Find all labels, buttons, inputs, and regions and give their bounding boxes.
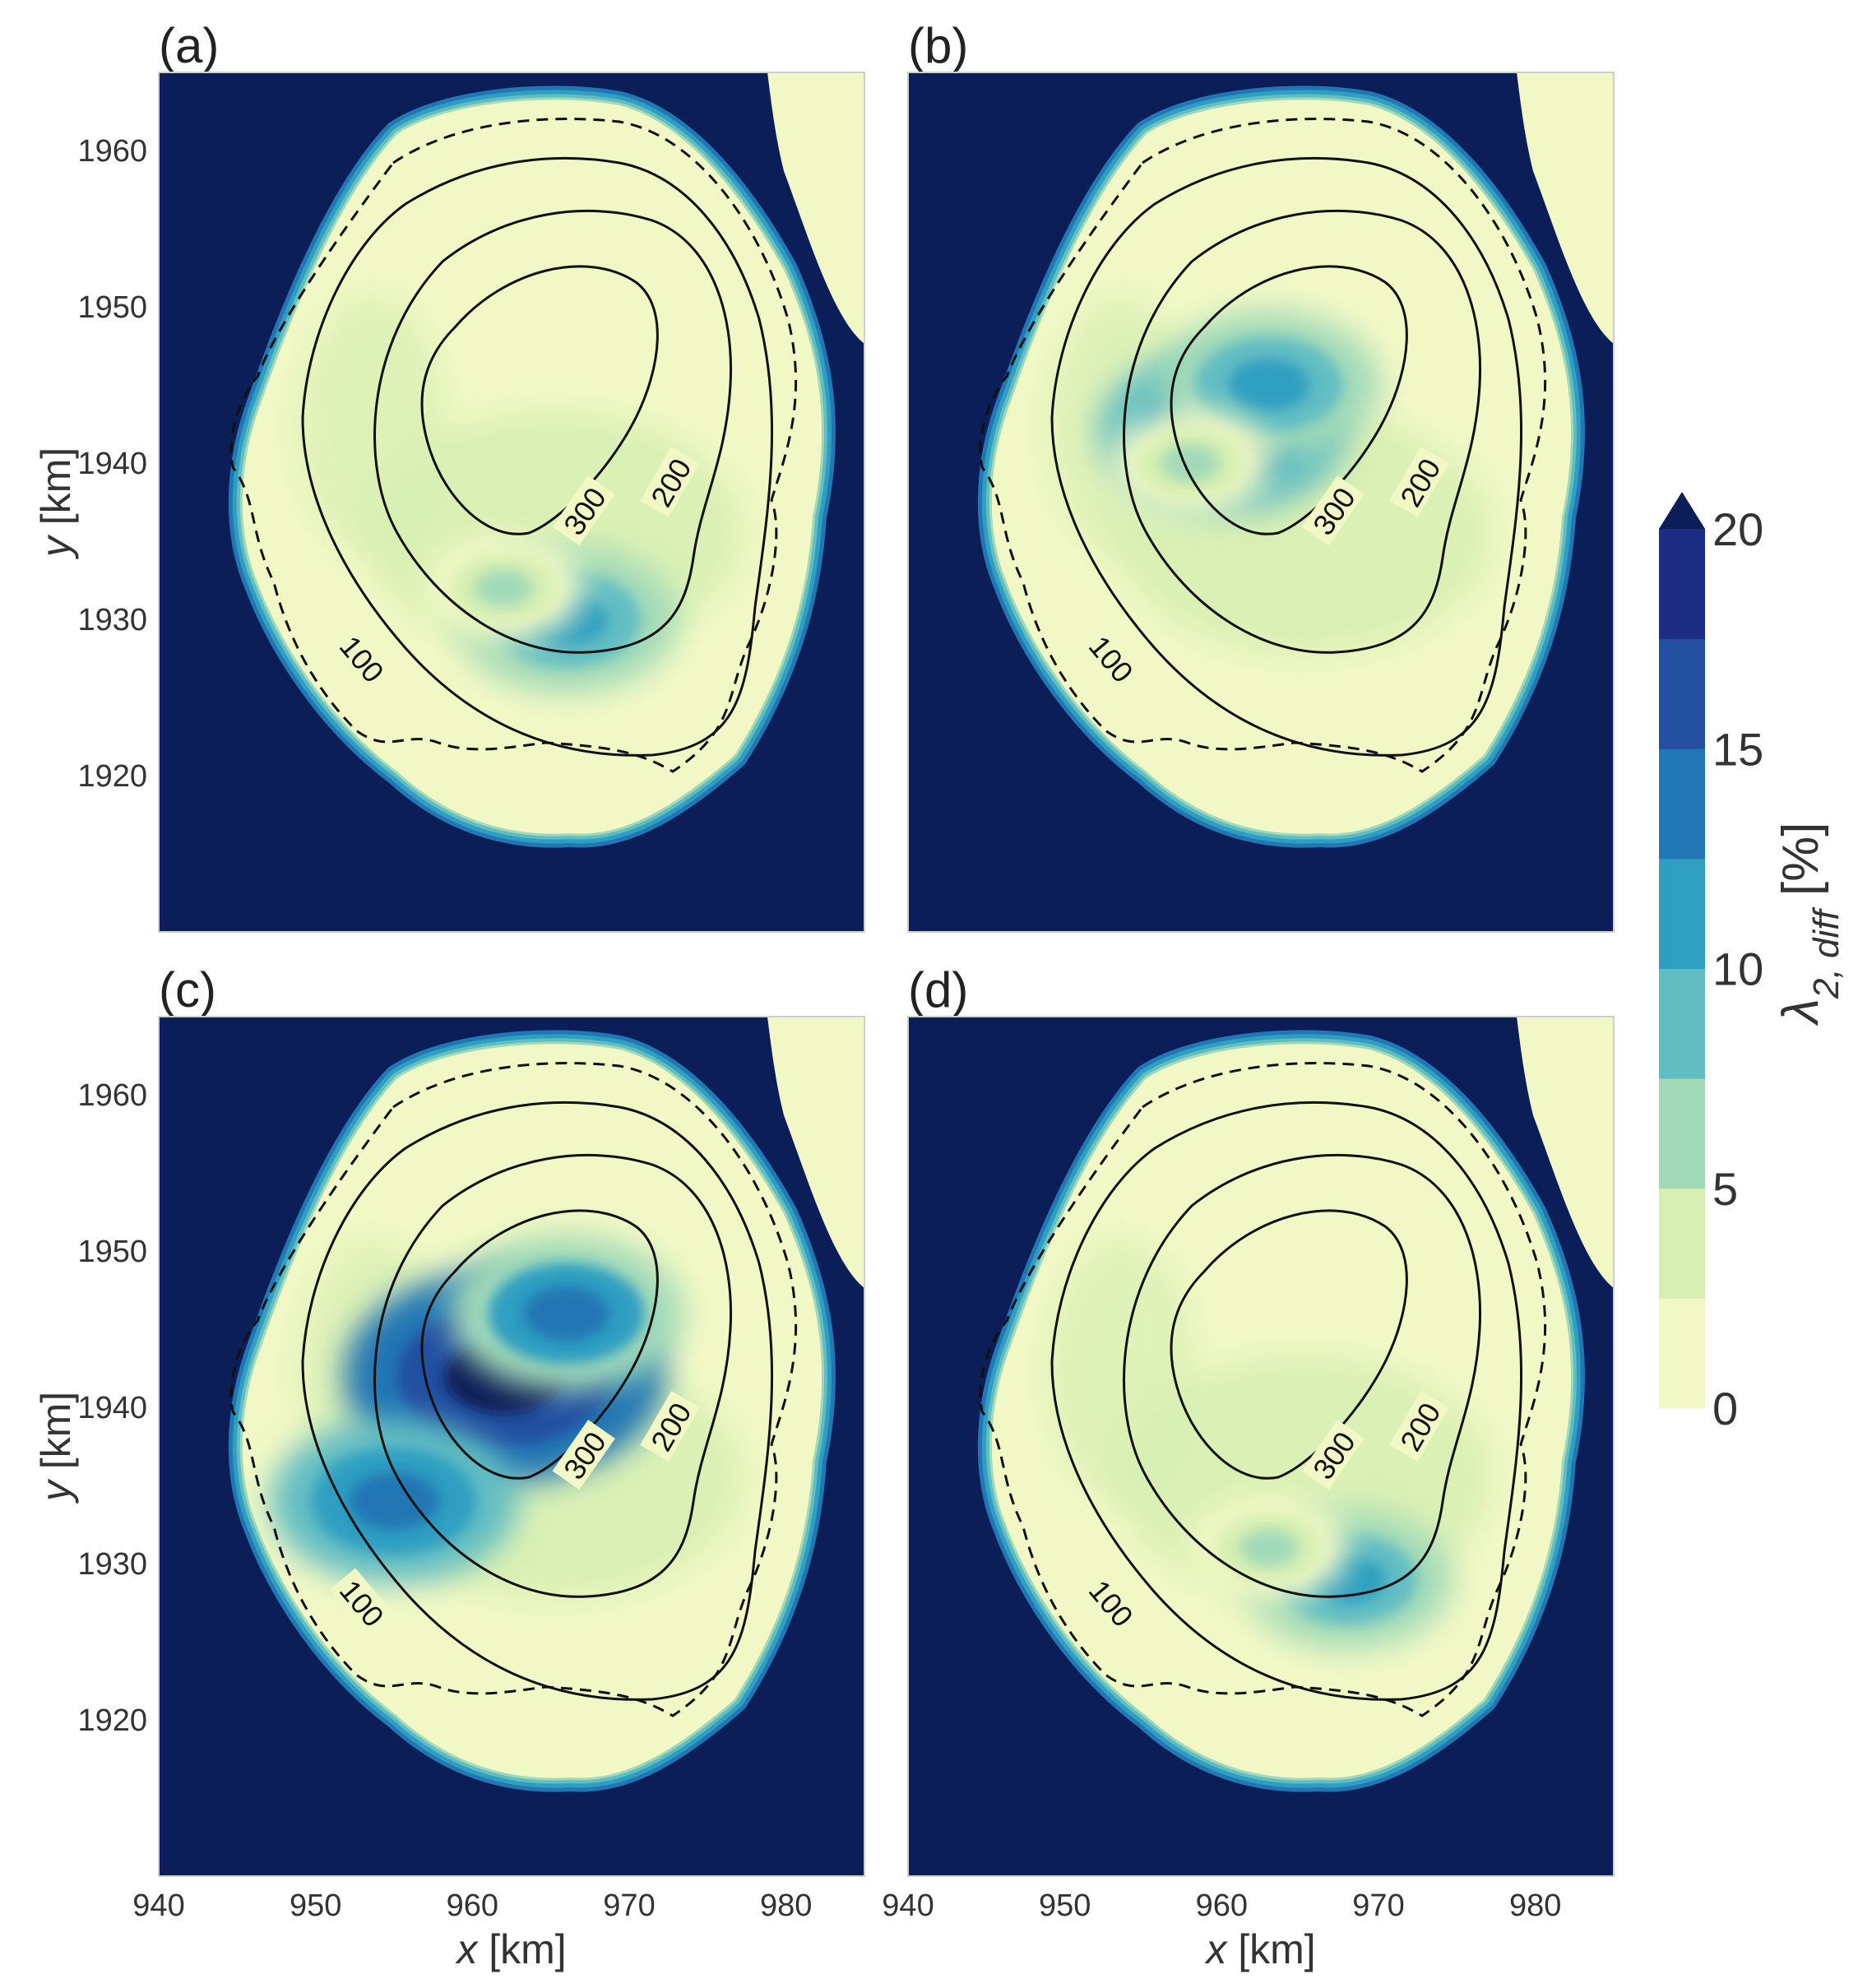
y-tick-label: 1950: [77, 290, 147, 325]
colorbar-band: [1659, 1298, 1705, 1409]
contour-100: [301, 1101, 774, 1701]
colorbar-tick-label: 0: [1712, 1383, 1738, 1434]
y-axis-title: y [km]: [33, 1392, 79, 1504]
ne-light-region: [767, 1017, 864, 1288]
x-tick-label: 940: [882, 1888, 934, 1923]
y-tick-label: 1960: [77, 1078, 147, 1113]
panel-frame: [907, 1016, 1615, 1877]
ice-shading: [1048, 1239, 1492, 1649]
y-tick-label: 1960: [77, 134, 147, 169]
x-tick-label: 950: [290, 1888, 341, 1923]
panel-label: (d): [908, 962, 968, 1017]
colorbar-band: [1659, 968, 1705, 1079]
contour-100: [1050, 1101, 1523, 1701]
colorbar-extend-arrow: [1659, 492, 1705, 529]
colorbar-tick-label: 15: [1712, 723, 1763, 775]
y-axis-title: y [km]: [33, 447, 79, 559]
colorbar-label-symbol: λ: [1772, 999, 1829, 1026]
contour-300: [1170, 265, 1408, 535]
dashed-boundary: [229, 118, 798, 773]
dashed-boundary: [979, 118, 1547, 773]
x-tick-label: 950: [1039, 1888, 1091, 1923]
x-tick-label: 940: [132, 1888, 184, 1923]
contour-200: [373, 209, 733, 654]
dashed-boundary: [229, 1062, 798, 1717]
panel-frame: [158, 1016, 865, 1877]
colorbar-ticks: 0 5 10 15 20: [1712, 503, 1763, 1434]
contours: [979, 118, 1547, 773]
hotspot: [423, 535, 584, 642]
panel-frame: [907, 72, 1615, 933]
colorbar-band: [1659, 638, 1705, 749]
colorbar-band: [1659, 529, 1705, 640]
y-tick-label: 1950: [77, 1235, 147, 1269]
contour-200: [1123, 209, 1482, 654]
colorbar-band: [1659, 858, 1705, 969]
colorbar: 0 5 10 15 20 λ2, diff [%]: [1659, 492, 1846, 1434]
contour-200: [373, 1153, 733, 1598]
contour-300: [1170, 1209, 1408, 1480]
colorbar-label-unit: [%]: [1772, 823, 1829, 911]
contours: [229, 1062, 798, 1717]
ne-light-region: [1517, 72, 1614, 344]
y-tick-label: 1940: [77, 447, 147, 481]
contours: [979, 1062, 1547, 1717]
panel-frame: [158, 72, 865, 933]
panel-label: (c): [159, 962, 216, 1017]
colorbar-tick-label: 5: [1712, 1163, 1738, 1215]
hotspot: [1188, 1494, 1350, 1601]
hotspot: [1110, 410, 1271, 517]
colorbar-tick-label: 10: [1712, 943, 1763, 995]
ice-shading: [299, 294, 743, 693]
ne-light-region: [767, 72, 864, 344]
contour-100: [1050, 156, 1523, 757]
colorbar-band: [1659, 748, 1705, 860]
colorbar-band: [1659, 1078, 1705, 1189]
y-tick-label: 1940: [77, 1391, 147, 1425]
contour-300: [420, 1209, 659, 1480]
y-tick-label: 1920: [77, 1703, 147, 1738]
x-tick-label: 960: [447, 1888, 498, 1923]
panel-label: (b): [908, 18, 968, 73]
y-tick-label: 1930: [77, 603, 147, 637]
x-tick-label: 960: [1196, 1888, 1248, 1923]
x-tick-label: 970: [603, 1888, 655, 1923]
colorbar-band: [1659, 1188, 1705, 1299]
colorbar-tick-label: 20: [1712, 503, 1763, 555]
y-tick-label: 1920: [77, 759, 147, 794]
ne-light-region: [1517, 1017, 1614, 1288]
y-tick-label: 1930: [77, 1547, 147, 1582]
contour-300: [420, 265, 659, 535]
x-tick-label: 980: [760, 1888, 812, 1923]
hotspot: [449, 1235, 684, 1392]
hotspot: [271, 1419, 517, 1583]
x-axis-title: x [km]: [1204, 1926, 1315, 1972]
colorbar-label: λ2, diff [%]: [1772, 823, 1846, 1026]
colorbar-bands: [1659, 529, 1705, 1409]
x-axis-title: x [km]: [455, 1926, 566, 1972]
contour-100: [301, 156, 774, 757]
panel-label: (a): [159, 18, 219, 73]
colorbar-label-subscript: 2, diff: [1806, 906, 1846, 999]
contours: [229, 118, 798, 773]
dashed-boundary: [979, 1062, 1547, 1717]
ice-shading: [1048, 294, 1492, 656]
x-tick-label: 970: [1352, 1888, 1404, 1923]
contour-200: [1123, 1153, 1482, 1598]
x-tick-label: 980: [1509, 1888, 1561, 1923]
